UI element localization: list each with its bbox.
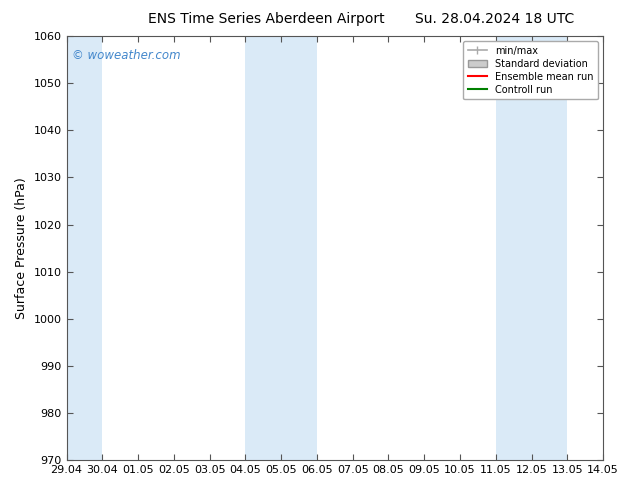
Legend: min/max, Standard deviation, Ensemble mean run, Controll run: min/max, Standard deviation, Ensemble me…: [463, 41, 598, 99]
Text: © woweather.com: © woweather.com: [72, 49, 181, 62]
Text: ENS Time Series Aberdeen Airport: ENS Time Series Aberdeen Airport: [148, 12, 385, 26]
Bar: [496, 36, 567, 460]
Bar: [67, 36, 102, 460]
Bar: [245, 36, 317, 460]
Y-axis label: Surface Pressure (hPa): Surface Pressure (hPa): [15, 177, 28, 319]
Text: Su. 28.04.2024 18 UTC: Su. 28.04.2024 18 UTC: [415, 12, 574, 26]
